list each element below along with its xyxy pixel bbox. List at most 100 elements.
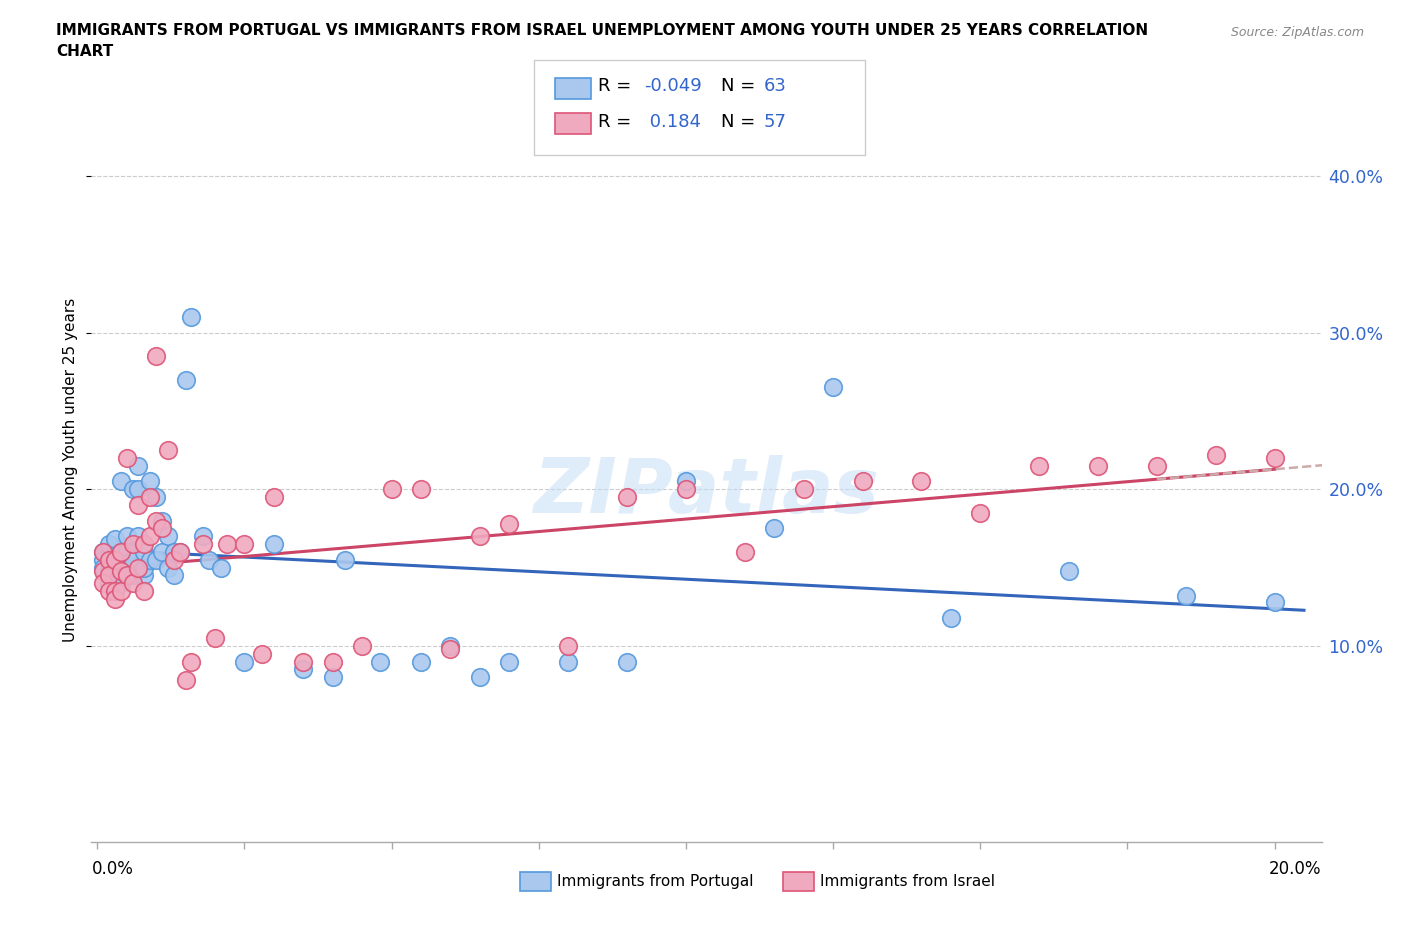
- Point: [233, 654, 256, 669]
- Text: IMMIGRANTS FROM PORTUGAL VS IMMIGRANTS FROM ISRAEL UNEMPLOYMENT AMONG YOUTH UNDE: IMMIGRANTS FROM PORTUGAL VS IMMIGRANTS F…: [56, 23, 1149, 38]
- Point: [127, 560, 149, 575]
- Point: [91, 576, 114, 591]
- Point: [180, 654, 202, 669]
- Point: [763, 521, 786, 536]
- Point: [115, 568, 138, 583]
- Text: 0.0%: 0.0%: [91, 860, 134, 878]
- Point: [139, 474, 162, 489]
- Point: [292, 662, 315, 677]
- Point: [1264, 594, 1286, 609]
- Point: [115, 568, 138, 583]
- Point: [98, 537, 121, 551]
- Point: [104, 552, 127, 567]
- Point: [115, 552, 138, 567]
- Point: [134, 584, 156, 599]
- Point: [1087, 458, 1109, 473]
- Text: Immigrants from Portugal: Immigrants from Portugal: [557, 874, 754, 889]
- Point: [150, 513, 173, 528]
- Point: [127, 498, 149, 512]
- Point: [322, 670, 344, 684]
- Point: [98, 552, 121, 567]
- Point: [174, 673, 197, 688]
- Point: [1146, 458, 1168, 473]
- Text: 63: 63: [763, 77, 786, 96]
- Point: [163, 544, 186, 559]
- Point: [98, 576, 121, 591]
- Point: [127, 458, 149, 473]
- Point: [939, 610, 962, 625]
- Point: [115, 450, 138, 465]
- Text: 0.184: 0.184: [644, 113, 702, 131]
- Point: [150, 544, 173, 559]
- Point: [145, 489, 167, 504]
- Point: [91, 552, 114, 567]
- Point: [98, 564, 121, 578]
- Point: [156, 560, 179, 575]
- Point: [163, 552, 186, 567]
- Point: [145, 349, 167, 364]
- Text: R =: R =: [598, 113, 631, 131]
- Point: [1028, 458, 1050, 473]
- Point: [91, 564, 114, 578]
- Point: [557, 638, 579, 653]
- Point: [134, 537, 156, 551]
- Point: [263, 489, 285, 504]
- Point: [1057, 564, 1080, 578]
- Point: [368, 654, 391, 669]
- Point: [322, 654, 344, 669]
- Point: [115, 529, 138, 544]
- Point: [169, 544, 191, 559]
- Point: [134, 560, 156, 575]
- Point: [98, 552, 121, 567]
- Point: [263, 537, 285, 551]
- Point: [134, 544, 156, 559]
- Point: [675, 482, 697, 497]
- Point: [110, 564, 132, 578]
- Point: [134, 568, 156, 583]
- Point: [127, 529, 149, 544]
- Text: Source: ZipAtlas.com: Source: ZipAtlas.com: [1230, 26, 1364, 39]
- Point: [91, 544, 114, 559]
- Point: [333, 552, 356, 567]
- Point: [498, 516, 520, 531]
- Point: [110, 552, 132, 567]
- Text: -0.049: -0.049: [644, 77, 702, 96]
- Point: [193, 537, 215, 551]
- Point: [1205, 447, 1227, 462]
- Point: [352, 638, 374, 653]
- Point: [233, 537, 256, 551]
- Point: [215, 537, 238, 551]
- Point: [174, 372, 197, 387]
- Point: [439, 638, 461, 653]
- Point: [468, 529, 491, 544]
- Point: [98, 584, 121, 599]
- Point: [616, 489, 638, 504]
- Point: [169, 544, 191, 559]
- Point: [121, 552, 143, 567]
- Point: [468, 670, 491, 684]
- Point: [156, 443, 179, 458]
- Point: [1175, 589, 1198, 604]
- Point: [121, 568, 143, 583]
- Point: [409, 654, 432, 669]
- Point: [139, 489, 162, 504]
- Point: [557, 654, 579, 669]
- Point: [104, 584, 127, 599]
- Point: [381, 482, 404, 497]
- Point: [121, 537, 143, 551]
- Point: [409, 482, 432, 497]
- Point: [121, 576, 143, 591]
- Text: 57: 57: [763, 113, 786, 131]
- Point: [104, 591, 127, 606]
- Point: [110, 584, 132, 599]
- Text: N =: N =: [721, 77, 755, 96]
- Point: [110, 474, 132, 489]
- Point: [91, 560, 114, 575]
- Point: [91, 544, 114, 559]
- Point: [193, 529, 215, 544]
- Point: [198, 552, 221, 567]
- Point: [910, 474, 932, 489]
- Point: [851, 474, 873, 489]
- Point: [969, 505, 991, 520]
- Point: [180, 310, 202, 325]
